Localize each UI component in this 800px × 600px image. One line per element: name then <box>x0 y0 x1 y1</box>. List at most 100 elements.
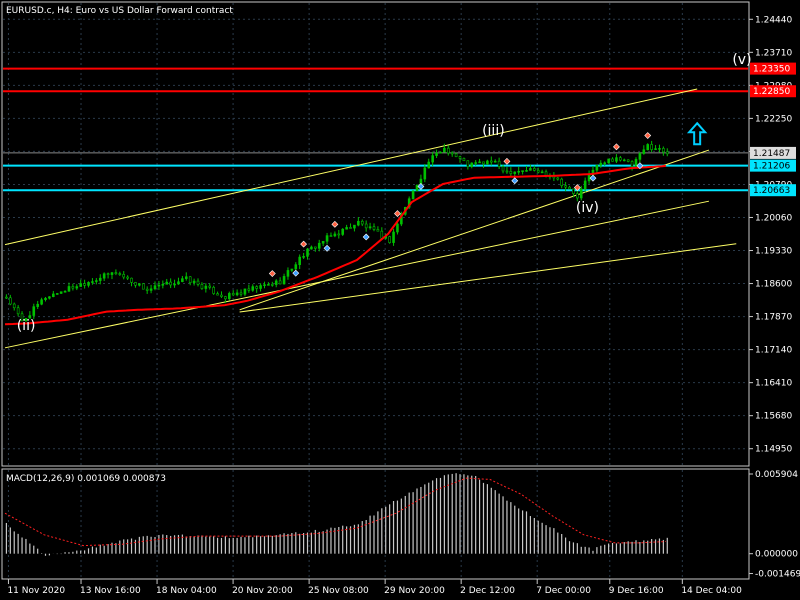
candle-body <box>658 148 661 150</box>
candle-body <box>427 161 431 169</box>
candle-body <box>63 290 67 293</box>
macd-panel-frame <box>1 468 750 580</box>
candle-body <box>165 281 169 285</box>
macd-tick-label: 0.005904 <box>755 470 798 480</box>
candle-body <box>439 151 442 154</box>
candle-body <box>153 285 157 290</box>
time-tick-label: 18 Nov 04:00 <box>156 586 217 596</box>
candle-body <box>106 273 110 276</box>
candle-body <box>650 144 653 150</box>
candle-body <box>122 274 126 278</box>
horizontal-levels[interactable] <box>3 67 748 192</box>
fractal-marker <box>362 233 370 241</box>
wave-label: (ii) <box>17 318 36 334</box>
candle-body <box>278 280 282 285</box>
fractal-marker <box>323 244 331 252</box>
candle-body <box>564 185 567 188</box>
moving-average <box>4 164 666 326</box>
candle-body <box>83 283 86 286</box>
candle-body <box>28 315 32 319</box>
candle-body <box>36 303 39 307</box>
fractal-marker <box>300 240 308 248</box>
candle-body <box>5 296 8 299</box>
wave-label: (iii) <box>482 123 505 139</box>
candle-body <box>521 170 524 172</box>
candle-body <box>75 286 79 289</box>
candle-body <box>321 240 325 244</box>
candle-body <box>556 177 560 180</box>
trendline <box>4 200 709 349</box>
candle-body <box>646 144 650 151</box>
fractal-markers <box>268 132 652 277</box>
candle-body <box>141 283 145 290</box>
candle-body <box>493 160 497 163</box>
fractal-marker <box>268 270 276 277</box>
candle-body <box>509 171 513 174</box>
candle-body <box>372 226 376 230</box>
price-tick-label: 1.15680 <box>755 412 792 422</box>
candle-body <box>251 286 255 291</box>
candle-body <box>357 220 360 226</box>
candle-body <box>228 293 231 300</box>
candle-body <box>482 161 485 165</box>
candle-body <box>626 159 630 162</box>
candle-body <box>302 256 305 258</box>
level-tag-resistance <box>750 62 796 75</box>
level-tag-resistance <box>750 85 796 98</box>
candle-body <box>415 185 419 192</box>
candle-body <box>665 151 669 155</box>
candle-body <box>599 162 603 166</box>
time-tick-label: 20 Nov 20:00 <box>232 586 293 596</box>
candle-body <box>216 293 219 296</box>
candle-body <box>619 157 622 161</box>
fractal-marker <box>503 157 511 165</box>
time-tick-label: 25 Nov 08:00 <box>308 586 369 596</box>
symbol-info-header: EURUSD.c, H4: Euro vs US Dollar Forward … <box>6 6 233 16</box>
candle-body <box>443 147 446 153</box>
wave-labels: (ii) (iii) (iv) (v) <box>17 52 752 334</box>
candle-body <box>255 286 258 289</box>
time-tick-label: 29 Nov 20:00 <box>384 586 445 596</box>
candle-body <box>79 283 82 287</box>
candle-body <box>32 306 36 316</box>
price-tick-label: 1.24440 <box>755 15 792 25</box>
candle-body <box>333 233 337 237</box>
candle-body <box>310 246 313 250</box>
candle-body <box>529 168 532 171</box>
fractal-marker <box>644 132 652 139</box>
candle-body <box>411 190 415 200</box>
level-tag-label: 1.21206 <box>753 162 790 172</box>
candle-body <box>149 288 153 291</box>
candle-body <box>368 226 372 229</box>
candle-body <box>576 193 579 199</box>
level-tag-support <box>750 184 796 197</box>
candle-body <box>290 268 294 271</box>
candle-body <box>497 160 501 167</box>
candle-body <box>259 285 262 289</box>
candle-body <box>20 313 24 322</box>
candle-body <box>560 178 563 186</box>
time-tick-label: 11 Nov 2020 <box>7 586 65 596</box>
candle-body <box>188 276 192 283</box>
candle-body <box>642 149 646 154</box>
time-tick-label: 7 Dec 00:00 <box>536 586 591 596</box>
candle-body <box>435 152 438 156</box>
candle-body <box>169 281 172 286</box>
time-axis: 11 Nov 2020 13 Nov 16:00 18 Nov 04:00 20 No… <box>7 579 742 596</box>
candle-body <box>470 162 474 167</box>
trendlines[interactable] <box>4 88 737 349</box>
candle-body <box>40 299 43 305</box>
candle-body <box>349 227 352 229</box>
fractal-marker <box>331 220 339 228</box>
candle-body <box>134 282 137 286</box>
candle-body <box>478 161 481 164</box>
candle-body <box>184 276 188 279</box>
macd-indicator: 0.005904 0.000000 -0.001469 <box>4 470 800 580</box>
candle-body <box>173 283 176 286</box>
candle-body <box>224 296 227 300</box>
macd-header: MACD(12,26,9) 0.001069 0.000873 <box>6 474 166 484</box>
candle-body <box>274 280 278 285</box>
candle-body <box>118 273 122 275</box>
